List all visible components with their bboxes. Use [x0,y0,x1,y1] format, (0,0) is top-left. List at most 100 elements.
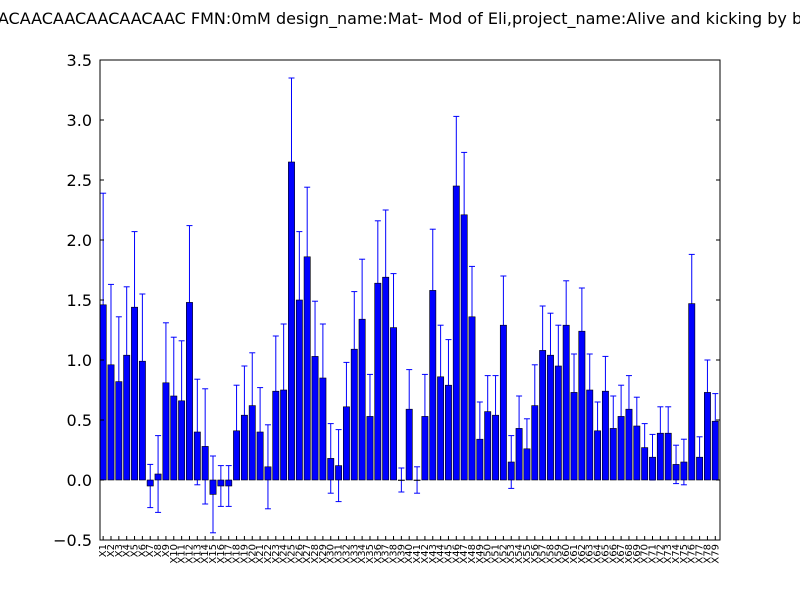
x-tick-label: X76 [687,544,698,564]
x-tick-label: X55 [522,544,533,564]
x-tick-label: X27 [302,544,313,564]
bars-layer [99,161,719,495]
chart-title: ACAACAACAACAACAAC FMN:0mM design_name:Ma… [0,9,800,29]
x-tick-label: X67 [616,544,627,564]
x-tick-label: X46 [451,544,462,564]
x-tick-label: X6 [137,544,148,557]
y-tick-label: 2.0 [67,231,92,250]
x-tick-label: X5 [130,544,141,557]
bar-x22 [264,466,272,481]
y-tick-label: 3.0 [67,111,92,130]
bar-x47 [460,214,468,481]
bar-x55 [523,448,531,481]
bar-x28 [311,356,319,481]
y-tick-label: 0.5 [67,411,92,430]
bar-x62 [578,330,586,481]
bar-x30 [327,458,335,481]
bar-x61 [570,392,578,481]
x-tick-label: X32 [341,544,352,564]
x-tick-label: X14 [200,544,211,564]
bar-x70 [641,447,649,481]
bar-x12 [186,302,193,481]
x-tick-label: X41 [412,544,423,564]
x-tick-label: X70 [640,544,651,564]
x-tick-label: X79 [710,544,721,564]
bar-x17 [225,479,233,487]
bar-x6 [138,360,146,481]
x-tick-label: X31 [334,544,345,564]
bar-x32 [342,406,350,481]
x-tick-label: X13 [192,544,203,564]
bar-x53 [507,461,515,481]
bar-x77 [696,456,704,481]
x-tick-label: X12 [184,544,195,564]
bar-x38 [390,327,397,481]
y-tick-label: 2.5 [67,171,92,190]
x-tick-label: X16 [216,544,227,564]
x-tick-label: X8 [153,544,164,557]
bar-x25 [288,161,295,481]
bar-x71 [649,456,656,481]
x-tick-label: X38 [389,544,400,564]
x-tick-label: X15 [208,544,219,564]
bar-x16 [217,479,225,487]
x-tick-label: X1 [98,544,109,557]
bar-x2 [107,364,115,481]
bar-x31 [335,465,343,481]
bar-x60 [562,324,570,481]
x-tick-label: X48 [467,544,478,564]
bar-x66 [609,428,617,481]
x-tick-label: X21 [255,544,266,564]
x-tick-label: X47 [459,544,470,564]
x-tick-label: X68 [624,544,635,564]
x-tick-label: X74 [671,544,682,564]
bar-x27 [303,256,311,481]
x-tick-label: X57 [538,544,549,564]
bar-x52 [499,324,507,481]
x-tick-label: X2 [106,544,117,557]
x-tick-label: X64 [593,544,604,564]
bar-x73 [664,432,672,481]
x-tick-label: X59 [553,544,564,564]
x-tick-label: X35 [365,544,376,564]
bar-x35 [366,416,374,481]
bar-x20 [248,405,256,481]
x-tick-label: X52 [498,544,509,564]
bar-x67 [617,416,625,481]
x-tick-label: X58 [545,544,556,564]
x-tick-label: X18 [232,544,243,564]
bar-x8 [154,473,162,481]
bar-x5 [131,306,138,481]
bar-x58 [547,354,554,481]
bar-x79 [711,420,719,481]
x-tick-label: X40 [404,544,415,564]
bar-x49 [476,438,484,481]
bar-x54 [515,428,523,481]
bar-x34 [358,318,366,481]
y-tick-label: −0.5 [53,531,92,550]
x-tick-label: X60 [561,544,572,564]
bar-x23 [272,390,280,481]
x-tick-label: X73 [663,544,674,564]
x-axis: X1X2X3X4X5X6X7X8X9X10X11X12X13X14X15X16X… [98,536,721,564]
bar-x44 [437,376,445,481]
x-tick-label: X78 [702,544,713,564]
bar-x11 [178,400,186,481]
x-tick-label: X63 [585,544,596,564]
x-tick-label: X4 [122,544,133,557]
x-tick-label: X44 [436,544,447,564]
x-tick-label: X62 [577,544,588,564]
x-tick-label: X50 [483,544,494,564]
x-tick-label: X11 [177,544,188,564]
bar-x7 [146,479,154,487]
bar-x57 [539,350,547,481]
y-tick-label: 1.5 [67,291,92,310]
x-tick-label: X17 [224,544,235,564]
x-tick-label: X61 [569,544,580,564]
x-tick-label: X51 [491,544,502,564]
bar-x45 [445,384,452,481]
bar-x14 [201,446,209,481]
x-tick-label: X19 [239,544,250,564]
bar-x18 [233,430,240,481]
